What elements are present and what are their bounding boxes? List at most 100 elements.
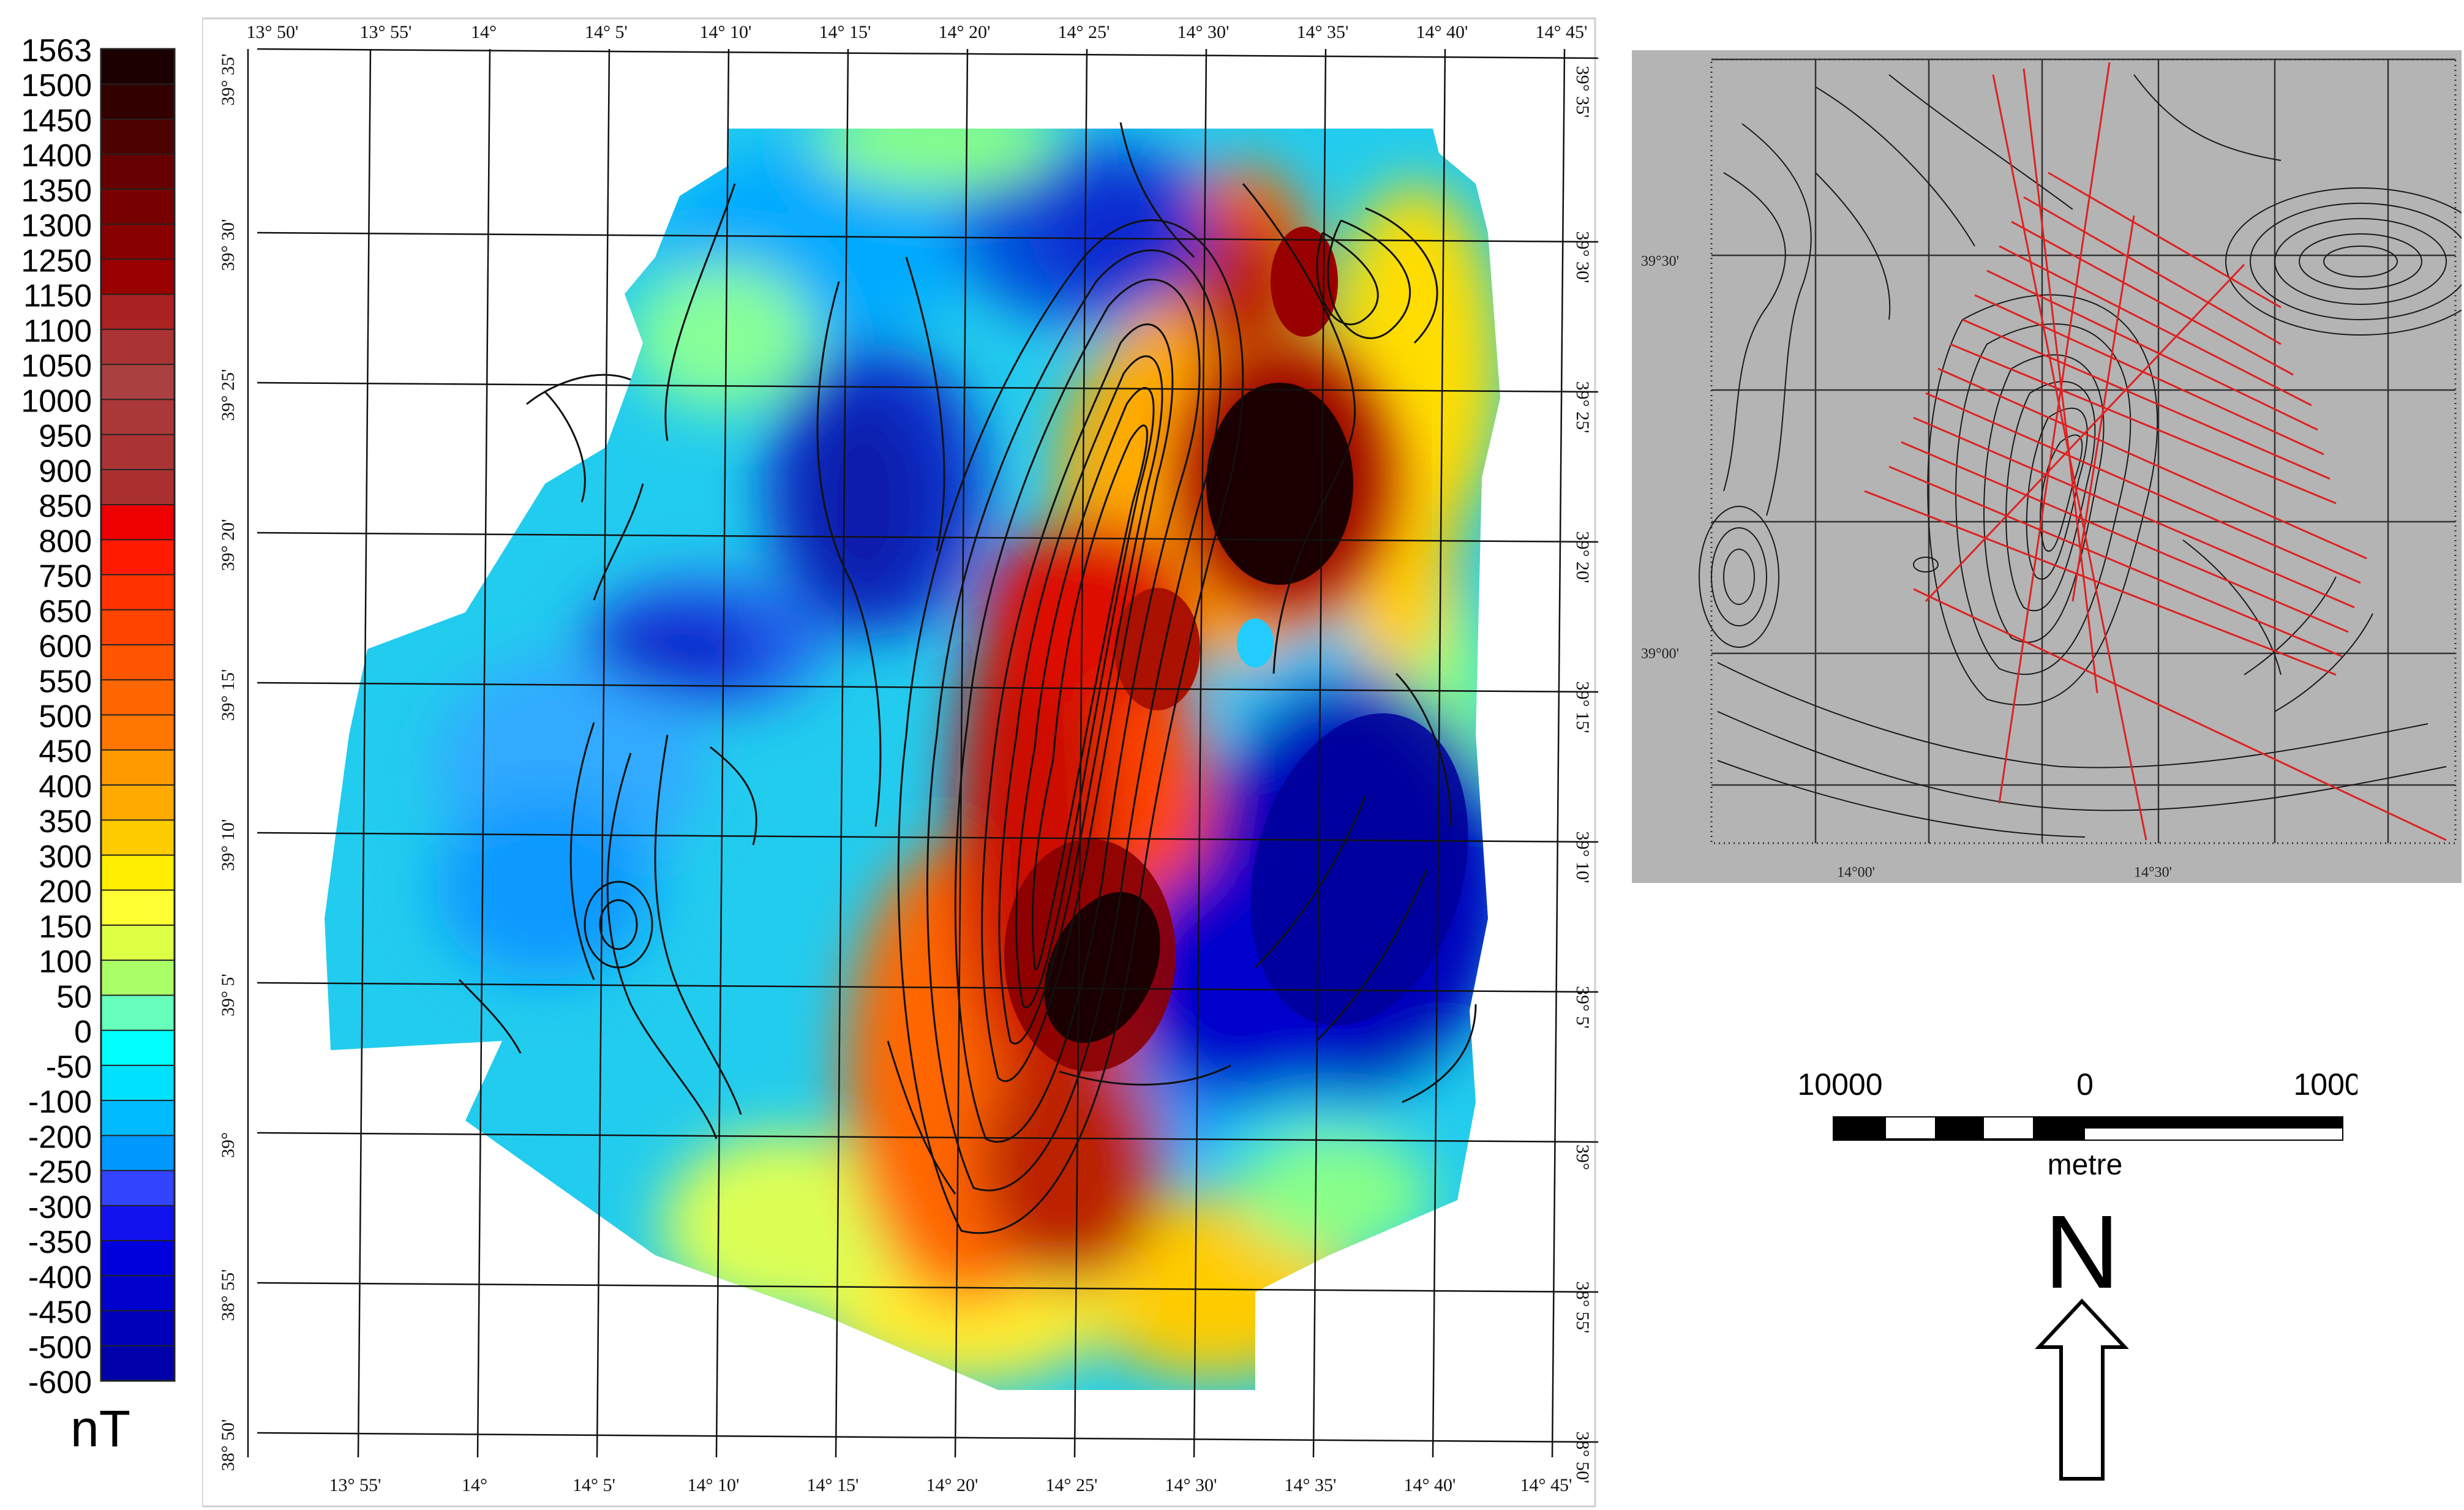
survey-location-inset: 39°30' 39°00' 14°00' 14°30' [1632,50,2462,883]
left-latitude-label: 39° 25' [218,369,238,421]
right-latitude-label: 38° 50' [1572,1432,1593,1484]
legend-tick-label: 1100 [23,314,92,349]
right-latitude-label: 39° 25' [1572,381,1593,434]
scale-unit-label: metre [2048,1149,2123,1181]
legend-swatch [101,1135,175,1171]
legend-tick-label: 1450 [21,103,92,138]
legend-swatch [101,995,175,1031]
legend-tick-label: 1000 [21,383,92,419]
bottom-longitude-label: 14° 30' [1165,1475,1217,1495]
legend-swatch [101,1065,175,1101]
legend-tick-label: 300 [39,839,92,874]
top-longitude-label: 13° 50' [247,22,299,42]
legend-tick-label: 750 [39,559,92,595]
legend-swatch [101,469,175,505]
legend-tick-label: -450 [28,1295,92,1331]
scale-label-center: 0 [2076,1067,2094,1102]
north-arrow: N [2021,1200,2143,1494]
legend-tick-label: 100 [39,944,92,980]
bottom-longitude-label: 14° 15' [807,1475,859,1495]
north-arrow-icon [2035,1298,2129,1481]
bottom-longitude-label: 14° 35' [1285,1475,1337,1495]
legend-tick-label: 850 [39,489,92,524]
legend-tick-label: -100 [28,1084,92,1120]
left-latitude-label: 39° 20' [218,519,238,571]
legend-swatch [101,960,175,996]
legend-swatch [101,119,175,155]
legend-tick-label: -400 [28,1260,92,1295]
bottom-longitude-label: 13° 55' [329,1475,381,1495]
legend-swatch [101,574,175,610]
right-latitude-label: 39° 20' [1572,532,1593,584]
bottom-longitude-label: 14° 45' [1520,1475,1572,1495]
legend-tick-label: 400 [39,769,92,805]
bottom-longitude-label: 14° 20' [926,1475,978,1495]
scale-bar: 10000 0 10000 metre [1776,1065,2357,1188]
legend-swatch [101,1170,175,1206]
top-longitude-label: 14° 30' [1178,22,1230,42]
legend-unit-label: nT [70,1400,131,1457]
legend-swatch [101,189,175,225]
legend-swatch [101,609,175,645]
legend-tick-label: 1563 [21,33,92,69]
legend-tick-label: 950 [39,419,92,454]
legend-swatch [101,434,175,470]
main-map-canvas: 13° 50' 13° 55' 14° 14° 5' 14° 10' 14° 15' 14°… [202,17,1598,1508]
left-latitude-label: 39° 35' [218,54,238,106]
legend-swatch [101,1205,175,1241]
top-longitude-label: 14° 20' [939,22,991,42]
legend-tick-label: -50 [46,1050,92,1085]
legend-swatch [101,505,175,540]
legend-swatch [101,154,175,190]
inset-lat-label-2: 39°00' [1641,646,1679,662]
left-latitude-label: 39° 15' [218,669,238,721]
bottom-longitude-label: 14° [462,1475,487,1495]
legend-swatch [101,1310,175,1347]
bottom-longitude-label: 14° 10' [688,1475,740,1495]
legend-tick-label: 1050 [21,348,92,384]
top-longitude-label: 14° 25' [1058,22,1110,42]
legend-swatch [101,399,175,435]
legend-swatch [101,259,175,295]
inset-lon-label-1: 14°00' [1837,865,1875,881]
legend-tick-label: 1300 [21,208,92,244]
legend-swatch [101,890,175,926]
legend-tick-label: 1400 [21,138,92,174]
legend-swatch [101,539,175,576]
legend-tick-label: 1350 [21,173,92,209]
legend-swatch [101,925,175,961]
legend-tick-label: -350 [28,1225,92,1260]
graticule-labels: 13° 50' 13° 55' 14° 14° 5' 14° 10' 14° 15' 14°… [218,22,1593,1495]
right-latitude-label: 39° 5' [1572,986,1593,1029]
right-latitude-label: 39° 30' [1572,231,1593,284]
legend-swatch [101,749,175,786]
legend-tick-label: 650 [39,594,92,629]
legend-frame [100,48,176,1382]
left-latitude-label: 38° 55' [218,1269,238,1321]
left-latitude-label: 39° [218,1132,238,1158]
inset-lat-label-1: 39°30' [1641,254,1679,269]
scale-bar-graphic: 10000 0 10000 metre [1797,1067,2357,1181]
legend-tick-label: 450 [39,734,92,770]
legend-swatch [101,680,175,715]
legend-swatch [101,1100,175,1136]
left-latitude-label: 39° 30' [218,219,238,271]
top-longitude-label: 13° 55' [360,22,412,42]
magnetic-anomaly-map: 13° 50' 13° 55' 14° 14° 5' 14° 10' 14° 15' 14°… [202,0,1598,1510]
legend-swatch [101,855,175,891]
legend-tick-label: 1250 [21,243,92,279]
top-longitude-label: 14° 15' [819,22,871,42]
scale-label-right: 10000 [2293,1067,2357,1102]
survey-tracklines [1864,62,2447,841]
legend-swatch [101,329,175,365]
legend-tick-label: 1500 [21,68,92,103]
right-latitude-label: 38° 55' [1572,1282,1593,1334]
bottom-longitude-label: 14° 25' [1046,1475,1098,1495]
inset-grid [1711,58,2455,843]
top-longitude-label: 14° 45' [1536,22,1588,42]
legend-swatch [101,784,175,821]
inset-background [1632,50,2462,883]
legend-tick-label: 500 [39,699,92,735]
legend-tick-label: 200 [39,874,92,910]
legend-swatch [101,49,175,85]
